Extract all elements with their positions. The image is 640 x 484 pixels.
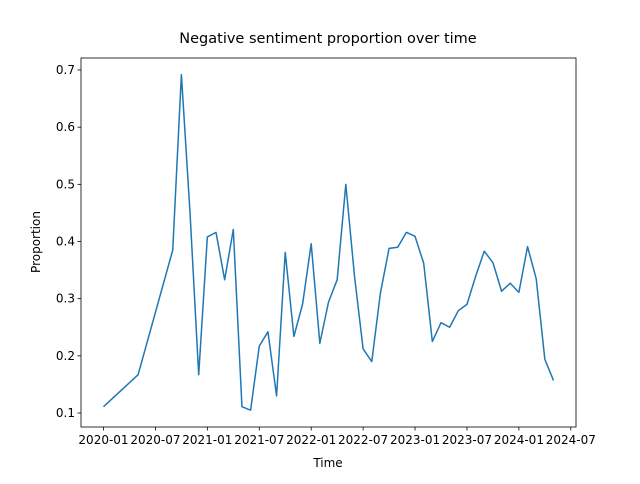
x-tick-label: 2023-07 <box>442 433 492 447</box>
x-axis-label: Time <box>312 456 342 470</box>
y-axis-label: Proportion <box>29 211 43 273</box>
y-tick-label: 0.5 <box>56 177 75 191</box>
x-tick-label: 2020-01 <box>78 433 128 447</box>
x-tick-label: 2024-01 <box>494 433 544 447</box>
x-tick-label: 2021-01 <box>182 433 232 447</box>
x-tick-label: 2021-07 <box>234 433 284 447</box>
y-tick-label: 0.7 <box>56 63 75 77</box>
x-tick-label: 2020-07 <box>130 433 180 447</box>
y-tick-label: 0.1 <box>56 406 75 420</box>
y-tick-label: 0.4 <box>56 234 75 248</box>
y-tick-label: 0.6 <box>56 120 75 134</box>
x-tick-label: 2023-01 <box>390 433 440 447</box>
x-tick-label: 2022-07 <box>338 433 388 447</box>
y-tick-label: 0.3 <box>56 292 75 306</box>
data-line <box>102 73 555 411</box>
chart-title: Negative sentiment proportion over time <box>179 31 477 47</box>
y-tick-label: 0.2 <box>56 349 75 363</box>
plot-frame <box>80 57 577 428</box>
x-tick-label: 2022-01 <box>286 433 336 447</box>
x-tick-label: 2024-07 <box>546 433 596 447</box>
